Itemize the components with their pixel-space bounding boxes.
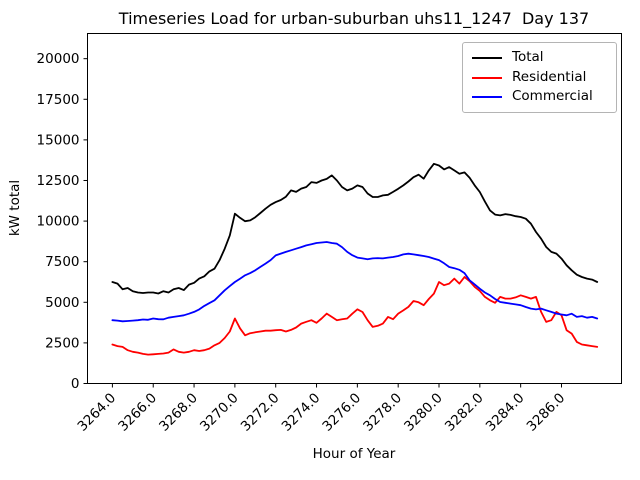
x-tick-label: 3272.0 — [238, 390, 283, 435]
legend-line-sample-residential-icon — [472, 76, 502, 79]
series-line-residential — [111, 276, 599, 356]
legend-item-total: Total — [472, 48, 608, 68]
plot-border — [87, 33, 622, 384]
chart-title: Timeseries Load for urban-suburban uhs11… — [118, 9, 590, 28]
y-tick-label: 5000 — [45, 295, 79, 311]
y-tick-label: 2500 — [45, 335, 79, 351]
y-tick-label: 10000 — [37, 214, 80, 230]
legend: Total Residential Commercial — [462, 42, 617, 113]
x-tick-label: 3280.0 — [401, 390, 446, 435]
legend-line-sample-total-icon — [472, 56, 502, 59]
x-tick-label: 3284.0 — [483, 390, 528, 435]
legend-label: Total — [512, 49, 544, 66]
legend-label: Commercial — [512, 88, 593, 105]
y-tick-label: 12500 — [37, 173, 80, 189]
x-tick-label: 3268.0 — [156, 390, 201, 435]
series-line-total — [111, 162, 599, 295]
x-tick-label: 3270.0 — [197, 390, 242, 435]
y-tick-label: 15000 — [37, 132, 80, 148]
x-tick-label: 3274.0 — [279, 390, 324, 435]
legend-item-residential: Residential — [472, 68, 608, 88]
x-tick-label: 3282.0 — [442, 390, 487, 435]
legend-item-commercial: Commercial — [472, 87, 608, 107]
x-tick-label: 3286.0 — [524, 390, 569, 435]
x-tick-label: 3278.0 — [360, 390, 405, 435]
x-axis-label: Hour of Year — [312, 446, 396, 462]
legend-line-sample-commercial-icon — [472, 96, 502, 99]
x-tick-label: 3266.0 — [115, 390, 160, 435]
legend-label: Residential — [512, 68, 587, 85]
y-tick-label: 17500 — [37, 92, 80, 108]
x-tick-label: 3264.0 — [75, 390, 120, 435]
y-tick-label: 7500 — [45, 254, 79, 270]
x-tick-label: 3276.0 — [319, 390, 364, 435]
series-line-commercial — [111, 241, 599, 323]
y-tick-label: 0 — [71, 376, 80, 392]
y-tick-label: 20000 — [37, 51, 80, 67]
